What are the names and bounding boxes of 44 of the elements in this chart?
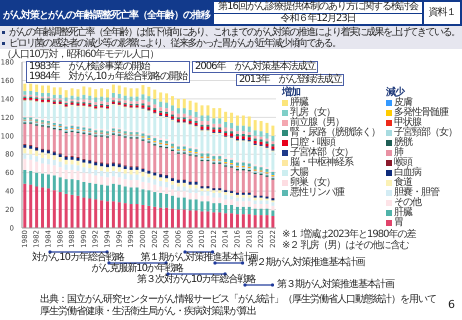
legend-label: 喉頭	[394, 157, 412, 168]
legend-label: 胃	[394, 217, 403, 228]
legend-label: 口腔・咽頭	[290, 137, 335, 148]
annotation: 2006年 がん対策基本法成立	[192, 61, 318, 73]
y-axis-title: （人口10万対，昭和60年モデル人口）	[2, 49, 158, 60]
legend-label: 卵巣（女）	[290, 177, 335, 188]
text: がん克服新10か年戦略	[91, 263, 184, 274]
legend-label: 白血病	[394, 167, 421, 178]
legend-label: 肺	[394, 147, 403, 158]
text: 第３次対がん10カ年総合戦略	[136, 274, 256, 285]
text: がんの年齢調整死亡率（全年齢）は低下傾向にあり、これまでのがん対策の推進により着実に成果を上げてきている。	[9, 26, 460, 38]
text: 資料１	[423, 1, 461, 25]
annotation: 2013年 がん登録法成立	[236, 74, 344, 86]
legend-label: 食道	[394, 177, 412, 188]
annotation: 1984年 対がん10ヵ年総合戦略の開始	[29, 71, 188, 82]
legend-label: 多発性骨髄腫	[394, 107, 448, 118]
text: 第３期がん対策推進基本計画	[277, 279, 394, 290]
legend-label: 前立腺（男）	[290, 117, 344, 128]
text: 6	[448, 298, 455, 311]
text: 減少	[386, 87, 405, 98]
legend-label: 悪性リンパ腫	[290, 187, 344, 198]
legend-label: 皮膚	[394, 97, 412, 108]
legend-label: 甲状腺	[394, 117, 421, 128]
legend-label: 膀胱	[394, 137, 412, 148]
chart-title: がん対策とがんの年齢調整死亡率（全年齢）の推移	[3, 8, 210, 22]
legend-label: 脳・中枢神経系	[290, 157, 353, 168]
text: 第16回がん診療提供体制のあり方に関する検討会	[214, 1, 422, 14]
legend-label: 腎・尿路（膀胱除く）	[290, 127, 380, 138]
legend-label: 胆嚢・胆管	[394, 187, 439, 198]
text: ※２ 乳房（男）はその他に含む	[282, 240, 410, 252]
legend-label: 大腸	[290, 167, 308, 178]
text: 令和６年12月23日	[279, 13, 357, 25]
legend-label: その他	[394, 197, 421, 208]
legend-label: 乳房（女）	[290, 107, 335, 118]
text: ピロリ菌の感染者の減少等の影響により、従来多かった胃がんが近年減少傾向である。	[9, 38, 340, 48]
text: 対がん10カ年総合戦略	[32, 252, 124, 263]
annotation: 1983年 がん検診事業の開始	[29, 61, 150, 72]
source-note: 出典：国立がん研究センターがん情報サービス「がん統計」（厚生労働省人口動態統計）を用いて厚生労働省健康・生活衛生局がん・疾病対策課が算出	[40, 294, 437, 318]
legend-label: 子宮頸部（女）	[394, 127, 457, 138]
text: ※１ 増減は2023年と1980年の差	[282, 229, 416, 240]
text: 増加	[282, 87, 300, 98]
legend-label: 肝臓	[394, 207, 412, 218]
legend-label: 膵臓	[290, 97, 308, 108]
legend-label: 子宮体部（女）	[290, 147, 353, 158]
